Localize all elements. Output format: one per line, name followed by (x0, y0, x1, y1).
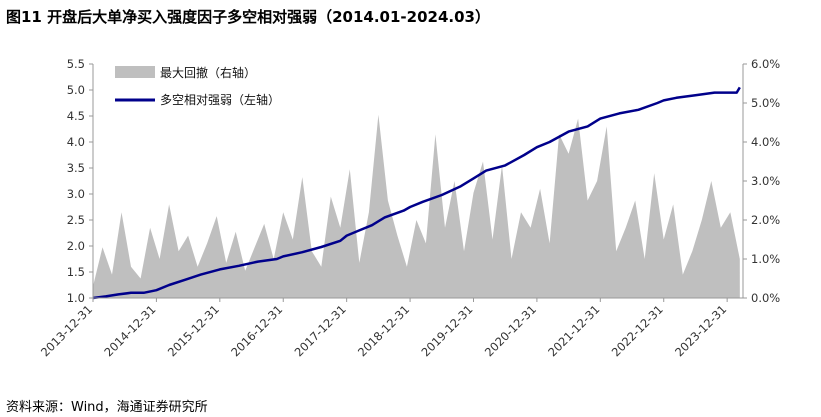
right-tick-label: 2.0% (751, 213, 780, 227)
legend-label-drawdown: 最大回撤（右轴） (160, 65, 256, 80)
x-tick-label: 2022-12-31 (609, 302, 666, 359)
x-tick-label: 2018-12-31 (355, 302, 412, 359)
x-tick-label: 2019-12-31 (418, 302, 475, 359)
legend: 最大回撤（右轴） 多空相对强弱（左轴） (115, 65, 280, 107)
left-tick-label: 5.5 (67, 57, 85, 71)
drawdown-area-layer (93, 115, 740, 298)
left-tick-label: 2.0 (67, 239, 85, 253)
source-note: 资料来源：Wind，海通证券研究所 (6, 396, 208, 415)
x-tick-label: 2023-12-31 (672, 302, 729, 359)
left-tick-label: 4.0 (67, 135, 85, 149)
left-tick-label: 4.5 (67, 109, 85, 123)
x-tick-label: 2017-12-31 (292, 302, 349, 359)
left-tick-label: 3.0 (67, 187, 85, 201)
right-tick-label: 3.0% (751, 174, 780, 188)
left-tick-label: 2.5 (67, 213, 85, 227)
right-tick-label: 0.0% (751, 291, 780, 305)
left-tick-label: 1.0 (67, 291, 85, 305)
x-tick-label: 2021-12-31 (545, 302, 602, 359)
drawdown-area (93, 115, 740, 298)
legend-label-strength: 多空相对强弱（左轴） (160, 92, 280, 107)
left-tick-label: 5.0 (67, 83, 85, 97)
x-tick-label: 2016-12-31 (228, 302, 285, 359)
x-tick-label: 2013-12-31 (38, 302, 95, 359)
right-tick-label: 1.0% (751, 252, 780, 266)
left-tick-label: 1.5 (67, 265, 85, 279)
right-tick-label: 4.0% (751, 135, 780, 149)
x-tick-label: 2015-12-31 (165, 302, 222, 359)
right-tick-label: 6.0% (751, 57, 780, 71)
chart-canvas: 1.0 1.5 2.0 2.5 3.0 3.5 4.0 4.5 5.0 5.5 0.0% 1.0% 2.… (0, 0, 821, 395)
x-tick-label: 2020-12-31 (482, 302, 539, 359)
legend-swatch-drawdown (115, 66, 155, 78)
right-tick-label: 5.0% (751, 96, 780, 110)
left-tick-label: 3.5 (67, 161, 85, 175)
x-tick-label: 2014-12-31 (101, 302, 158, 359)
